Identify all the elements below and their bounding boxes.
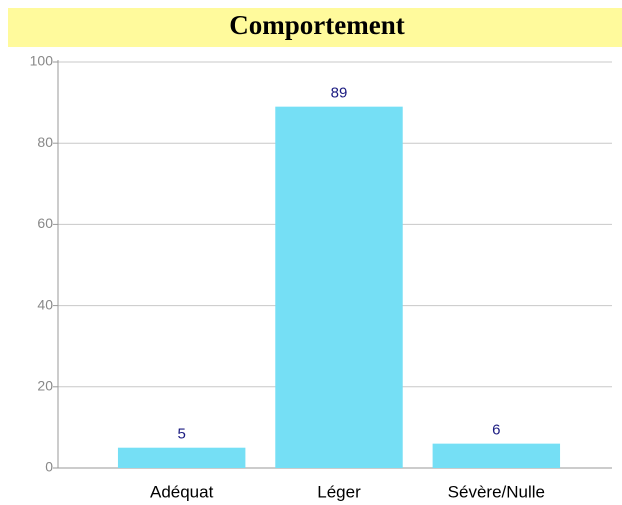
bar [432, 443, 561, 468]
y-tick-label: 40 [37, 296, 53, 312]
y-tick-label: 60 [37, 215, 53, 231]
title-banner [8, 8, 622, 47]
value-label: 89 [331, 85, 348, 102]
y-tick-label: 0 [45, 459, 53, 475]
bar [275, 106, 403, 468]
y-tick-label: 80 [37, 134, 53, 150]
bar [117, 447, 246, 468]
x-tick-label: Léger [317, 482, 361, 501]
chart-title: Comportement [229, 10, 404, 40]
x-tick-label: Adéquat [150, 482, 214, 501]
value-label: 6 [492, 422, 500, 439]
y-tick-label: 20 [37, 378, 53, 394]
value-label: 5 [177, 426, 185, 443]
x-tick-label: Sévère/Nulle [448, 482, 545, 501]
y-tick-label: 100 [30, 53, 54, 69]
